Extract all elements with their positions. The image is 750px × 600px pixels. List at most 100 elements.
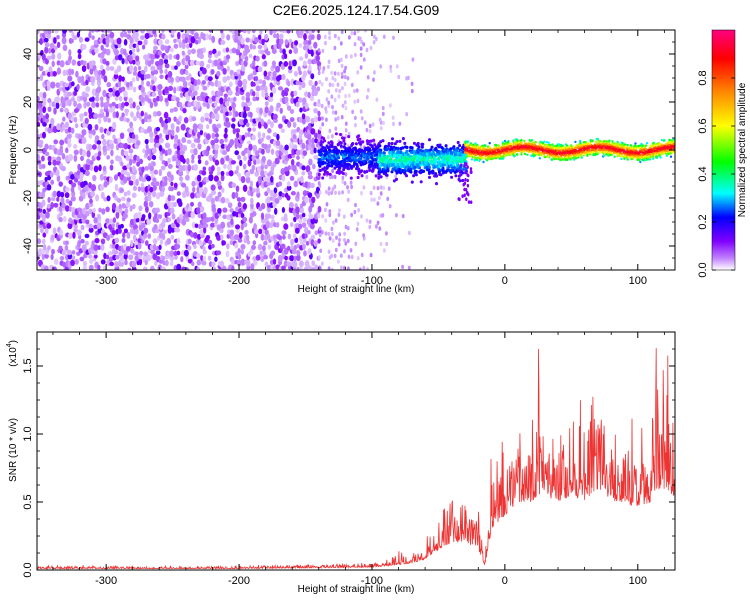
spectral-cell [263, 70, 268, 77]
spectral-cell [167, 85, 174, 92]
spectral-cell [301, 142, 306, 150]
spectral-cell [222, 207, 228, 213]
spectral-cell [196, 137, 201, 144]
spectral-cell [275, 222, 280, 228]
spectral-cell [46, 80, 51, 86]
spectral-cell [354, 241, 358, 246]
spectral-cell [466, 183, 470, 188]
spectral-cell [38, 171, 42, 178]
spectral-cell [381, 111, 385, 117]
spectral-cell [543, 140, 546, 143]
spectral-cell [210, 82, 215, 87]
spectral-cell [237, 44, 242, 50]
spectral-cell [301, 165, 306, 171]
spectral-cell [194, 223, 199, 229]
spectral-cell [266, 206, 271, 213]
spectral-cell [109, 31, 115, 39]
spectral-cell [221, 187, 225, 194]
spectral-cell [41, 238, 46, 245]
spectral-cell [118, 75, 123, 82]
spectral-cell [149, 137, 155, 144]
spectral-cell [214, 195, 220, 202]
spectral-cell [178, 115, 183, 122]
spectral-cell [298, 223, 303, 230]
spectral-cell [108, 87, 114, 93]
spectral-cell [308, 158, 313, 166]
spectral-cell [101, 68, 106, 76]
spectral-cell [143, 232, 148, 239]
spectral-cell [275, 32, 280, 40]
spectral-cell [277, 195, 283, 201]
spectral-cell [367, 165, 371, 169]
spectral-cell [205, 124, 210, 130]
spectral-cell [354, 159, 358, 163]
spectral-cell [159, 95, 163, 102]
spectral-cell [327, 141, 331, 145]
spectral-cell [58, 86, 63, 92]
spectral-cell [379, 185, 383, 190]
spectral-cell [341, 103, 345, 109]
spectral-cell [140, 182, 145, 188]
spectral-cell [131, 260, 137, 268]
spectral-cell [56, 174, 61, 183]
spectral-cell [387, 186, 391, 191]
spectral-cell [301, 212, 306, 218]
spectral-cell [157, 89, 162, 97]
spectral-cell [112, 90, 116, 97]
spectral-cell [163, 123, 168, 130]
spectral-cell [81, 44, 87, 50]
spectral-cell [126, 197, 131, 203]
spectral-cell [99, 64, 104, 71]
spectral-cell [157, 84, 163, 90]
spectral-cell [67, 68, 72, 76]
spectral-cell [190, 142, 196, 149]
spectral-cell [219, 138, 224, 145]
spectral-cell [70, 97, 76, 102]
spectral-cell [375, 97, 379, 102]
spectral-cell [286, 195, 291, 201]
spectral-cell [158, 169, 162, 177]
spectral-cell [272, 33, 277, 39]
spectral-cell [149, 165, 154, 172]
spectral-cell [121, 202, 126, 209]
spectral-cell [333, 97, 337, 103]
spectral-cell [284, 91, 289, 97]
spectral-cell [93, 217, 99, 224]
spectral-cell [339, 132, 342, 137]
spectral-cell [334, 218, 338, 223]
spectral-cell [109, 139, 113, 145]
spectral-cell [269, 105, 274, 113]
spectral-cell [264, 261, 269, 268]
spectral-cell [123, 228, 128, 234]
spectral-cell [135, 217, 140, 223]
spectral-cell [105, 110, 110, 118]
spectral-cell [126, 117, 130, 123]
spectral-cell [228, 105, 233, 112]
spectral-cell [143, 227, 149, 234]
spectral-cell [337, 212, 341, 217]
spectral-cell [212, 48, 217, 55]
spectral-cell [372, 77, 375, 82]
spectral-cell [253, 259, 258, 266]
spectral-cell [82, 192, 86, 200]
spectral-cell [114, 55, 120, 61]
spectral-cell [43, 265, 49, 270]
spectral-cell [328, 30, 331, 36]
spectral-cell [384, 144, 388, 148]
spectral-cell [295, 30, 300, 35]
spectral-cell [106, 234, 111, 241]
spectral-cell [50, 81, 56, 89]
spectral-cell [334, 247, 338, 253]
spectral-cell [382, 156, 386, 160]
spectral-cell [237, 80, 243, 88]
spectral-cell [44, 143, 49, 150]
spectral-cell [143, 200, 149, 208]
spectral-cell [317, 255, 321, 260]
spectral-cell [542, 151, 546, 154]
spectral-cell [214, 159, 220, 166]
spectral-cell [82, 121, 86, 128]
spectral-cell [293, 144, 298, 150]
spectral-cell [40, 227, 44, 234]
spectral-cell [255, 187, 260, 194]
spectral-cell [136, 105, 140, 111]
